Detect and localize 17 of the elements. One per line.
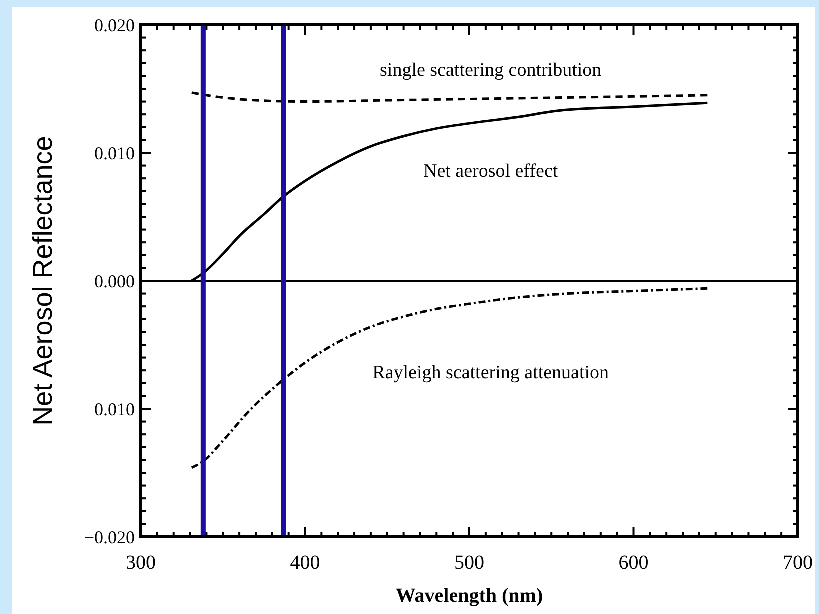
y-tick-label: 0.010 — [94, 143, 135, 164]
x-tick-label: 300 — [126, 552, 156, 574]
x-tick-label: 700 — [783, 552, 813, 574]
y-tick-label: 0.020 — [94, 15, 135, 36]
series-label: single scattering contribution — [380, 60, 602, 81]
series-label: Rayleigh scattering attenuation — [372, 362, 610, 384]
series-label: Net aerosol effect — [424, 161, 559, 182]
line-series — [190, 92, 709, 104]
y-axis-title: Net Aerosol Reflectance — [28, 136, 58, 426]
line-series — [190, 287, 709, 470]
x-tick-label: 600 — [618, 552, 649, 574]
y-tick-label: 0.010 — [94, 399, 135, 420]
y-tick-label: −0.020 — [84, 527, 135, 548]
x-tick-label: 400 — [290, 552, 320, 574]
x-tick-label: 500 — [454, 552, 484, 574]
y-tick-label: 0.000 — [94, 271, 135, 292]
x-axis-title: Wavelength (nm) — [396, 585, 544, 607]
